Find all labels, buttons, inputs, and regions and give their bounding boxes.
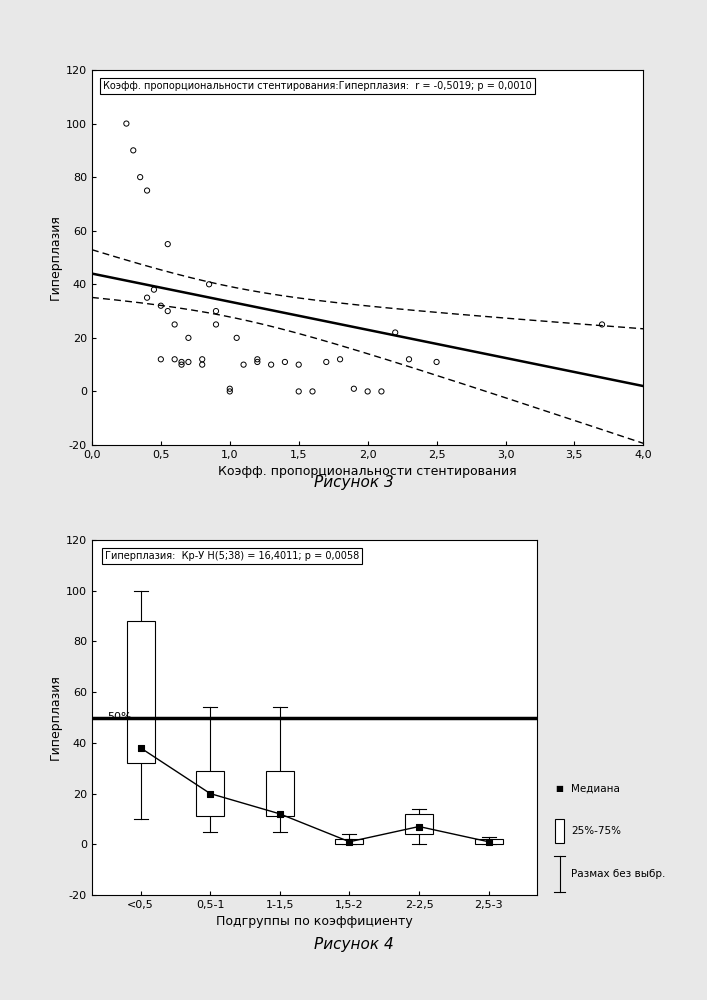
Point xyxy=(176,354,187,370)
Bar xyxy=(474,839,503,844)
Point xyxy=(135,740,146,756)
Point xyxy=(362,383,373,399)
X-axis label: Подгруппы по коэффициенту: Подгруппы по коэффициенту xyxy=(216,915,413,928)
Point xyxy=(431,354,443,370)
Text: Медиана: Медиана xyxy=(571,784,620,794)
Bar xyxy=(336,839,363,844)
Point xyxy=(334,351,346,367)
Point xyxy=(141,183,153,199)
Bar xyxy=(266,771,293,816)
Point xyxy=(403,351,414,367)
Text: Коэфф. пропорциональности стентирования:Гиперплазия:  r = -0,5019; p = 0,0010: Коэфф. пропорциональности стентирования:… xyxy=(103,81,532,91)
Point xyxy=(344,834,355,850)
Point xyxy=(134,169,146,185)
Point xyxy=(169,351,180,367)
Point xyxy=(414,819,425,835)
Point xyxy=(197,357,208,373)
Bar xyxy=(405,814,433,834)
Point xyxy=(252,351,263,367)
Point xyxy=(238,357,250,373)
Point xyxy=(176,357,187,373)
Y-axis label: Гиперплазия: Гиперплазия xyxy=(49,215,62,300)
Bar xyxy=(197,771,224,816)
Point xyxy=(376,383,387,399)
Point xyxy=(321,354,332,370)
Point xyxy=(390,324,401,340)
Point xyxy=(204,276,215,292)
Y-axis label: Гиперплазия: Гиперплазия xyxy=(49,675,62,760)
Text: ■: ■ xyxy=(556,784,563,793)
Point xyxy=(211,316,222,332)
Point xyxy=(231,330,243,346)
Point xyxy=(197,351,208,367)
Point xyxy=(252,354,263,370)
Text: 25%-75%: 25%-75% xyxy=(571,826,621,836)
Point xyxy=(349,381,360,397)
Point xyxy=(279,354,291,370)
Point xyxy=(162,236,173,252)
Point xyxy=(169,316,180,332)
Text: Гиперплазия:  Кр-У Н(5;38) = 16,4011; р = 0,0058: Гиперплазия: Кр-У Н(5;38) = 16,4011; р =… xyxy=(105,551,360,561)
Text: Рисунок 4: Рисунок 4 xyxy=(314,938,393,952)
Point xyxy=(148,282,160,298)
Point xyxy=(307,383,318,399)
Point xyxy=(266,357,277,373)
Text: 50%: 50% xyxy=(107,713,132,722)
Point xyxy=(597,316,608,332)
Bar xyxy=(127,621,155,763)
Point xyxy=(274,806,286,822)
Point xyxy=(224,381,235,397)
Point xyxy=(483,834,494,850)
Point xyxy=(182,354,194,370)
Point xyxy=(204,786,216,802)
Point xyxy=(156,351,167,367)
Point xyxy=(141,290,153,306)
X-axis label: Коэфф. пропорциональности стентирования: Коэфф. пропорциональности стентирования xyxy=(218,465,517,478)
Point xyxy=(224,383,235,399)
Point xyxy=(156,298,167,314)
Point xyxy=(182,330,194,346)
Point xyxy=(293,383,304,399)
Point xyxy=(162,303,173,319)
Point xyxy=(127,142,139,158)
Text: Рисунок 3: Рисунок 3 xyxy=(314,476,393,490)
Text: Размах без выбр.: Размах без выбр. xyxy=(571,869,665,879)
Point xyxy=(121,116,132,132)
Point xyxy=(211,303,222,319)
Point xyxy=(293,357,304,373)
